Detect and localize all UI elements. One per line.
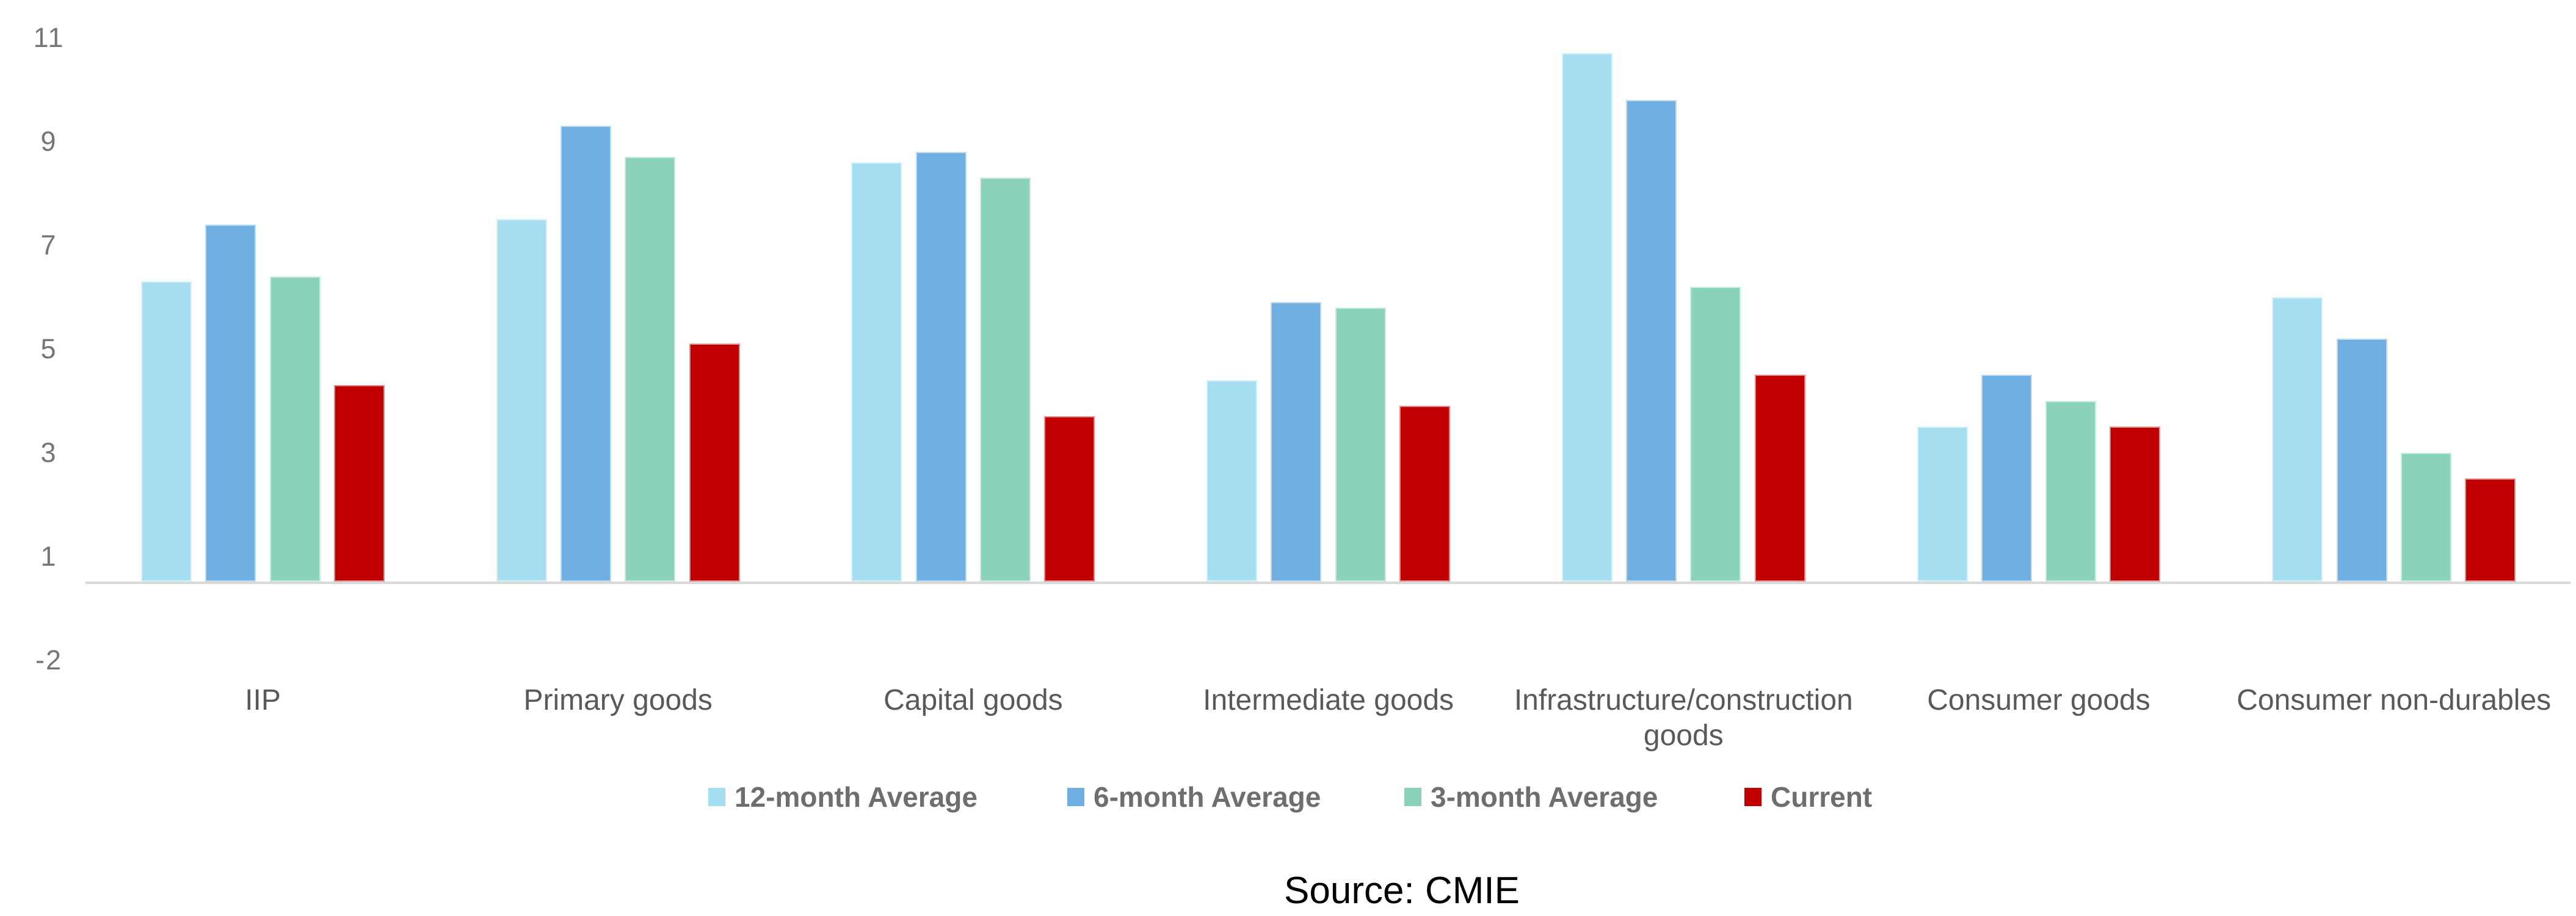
y-tick-label: 11 (33, 21, 65, 53)
legend-swatch-icon (1067, 788, 1084, 806)
bar-current-intermediate-goods (1399, 406, 1451, 582)
category-label-consumer-goods: Consumer goods (1927, 684, 2150, 716)
legend-swatch-icon (708, 788, 725, 806)
category-label-infrastructure-construction-goods: Infrastructure/construction goods (1514, 684, 1853, 752)
legend-item-current: Current (1744, 781, 1873, 813)
legend-item-12-month-average: 12-month Average (708, 781, 978, 813)
category-label-capital-goods: Capital goods (883, 684, 1063, 716)
bar-current-primary-goods (689, 344, 740, 582)
category-label-intermediate-goods: Intermediate goods (1203, 684, 1454, 716)
category-label-iip: IIP (245, 684, 281, 716)
bar-12-month-average-primary-goods (496, 219, 547, 582)
bar-12-month-average-infrastructure-construction-goods (1561, 53, 1613, 582)
category-label-consumer-non-durables: Consumer non-durables (2237, 684, 2552, 716)
bar-12-month-average-consumer-goods (1917, 427, 1968, 582)
bar-6-month-average-primary-goods (561, 126, 612, 582)
bar-6-month-average-capital-goods (915, 151, 967, 582)
legend-label: 3-month Average (1431, 781, 1658, 813)
y-tick-label: -2 (35, 644, 63, 676)
bar-12-month-average-iip (141, 281, 192, 582)
y-tick-label: 9 (40, 125, 57, 157)
bar-3-month-average-consumer-non-durables (2400, 452, 2451, 582)
bar-6-month-average-consumer-non-durables (2336, 338, 2387, 582)
y-tick-label: 7 (40, 229, 57, 261)
bar-6-month-average-iip (205, 224, 256, 582)
bar-3-month-average-iip (269, 276, 321, 582)
legend-label: Current (1771, 781, 1873, 813)
bar-current-infrastructure-construction-goods (1754, 375, 1805, 582)
bar-6-month-average-infrastructure-construction-goods (1626, 99, 1677, 582)
bar-current-iip (333, 385, 385, 582)
bar-current-consumer-goods (2110, 427, 2161, 582)
legend-label: 6-month Average (1094, 781, 1321, 813)
source-note: Source: CMIE (1284, 870, 1520, 912)
bar-12-month-average-intermediate-goods (1206, 380, 1258, 582)
x-axis-line (85, 582, 2571, 584)
legend-swatch-icon (1744, 788, 1761, 806)
bar-current-capital-goods (1044, 416, 1095, 582)
bar-3-month-average-capital-goods (980, 178, 1031, 582)
bar-6-month-average-intermediate-goods (1271, 302, 1322, 582)
bar-12-month-average-consumer-non-durables (2272, 297, 2323, 582)
legend-label: 12-month Average (735, 781, 978, 813)
bar-6-month-average-consumer-goods (1981, 375, 2032, 582)
bar-3-month-average-intermediate-goods (1335, 307, 1386, 582)
y-tick-label: 5 (40, 333, 57, 364)
bar-3-month-average-primary-goods (625, 157, 676, 582)
bar-3-month-average-infrastructure-construction-goods (1690, 286, 1741, 582)
legend-swatch-icon (1404, 788, 1421, 806)
bar-current-consumer-non-durables (2465, 478, 2516, 582)
category-label-primary-goods: Primary goods (523, 684, 713, 716)
bar-3-month-average-consumer-goods (2045, 400, 2097, 582)
legend-item-3-month-average: 3-month Average (1404, 781, 1658, 813)
bar-12-month-average-capital-goods (851, 162, 902, 582)
y-tick-label: 3 (40, 436, 57, 468)
y-tick-label: 1 (40, 540, 57, 572)
legend-item-6-month-average: 6-month Average (1067, 781, 1321, 813)
